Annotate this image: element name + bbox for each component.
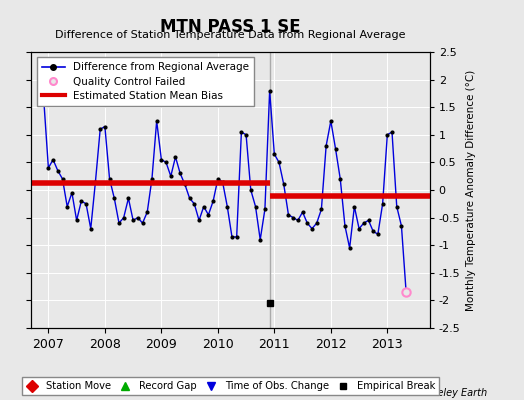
- Legend: Difference from Regional Average, Quality Control Failed, Estimated Station Mean: Difference from Regional Average, Qualit…: [37, 57, 254, 106]
- Text: Difference of Station Temperature Data from Regional Average: Difference of Station Temperature Data f…: [56, 30, 406, 40]
- Text: MTN PASS 1 SE: MTN PASS 1 SE: [160, 18, 301, 36]
- Text: Berkeley Earth: Berkeley Earth: [415, 388, 487, 398]
- Y-axis label: Monthly Temperature Anomaly Difference (°C): Monthly Temperature Anomaly Difference (…: [466, 69, 476, 311]
- Legend: Station Move, Record Gap, Time of Obs. Change, Empirical Break: Station Move, Record Gap, Time of Obs. C…: [22, 377, 439, 395]
